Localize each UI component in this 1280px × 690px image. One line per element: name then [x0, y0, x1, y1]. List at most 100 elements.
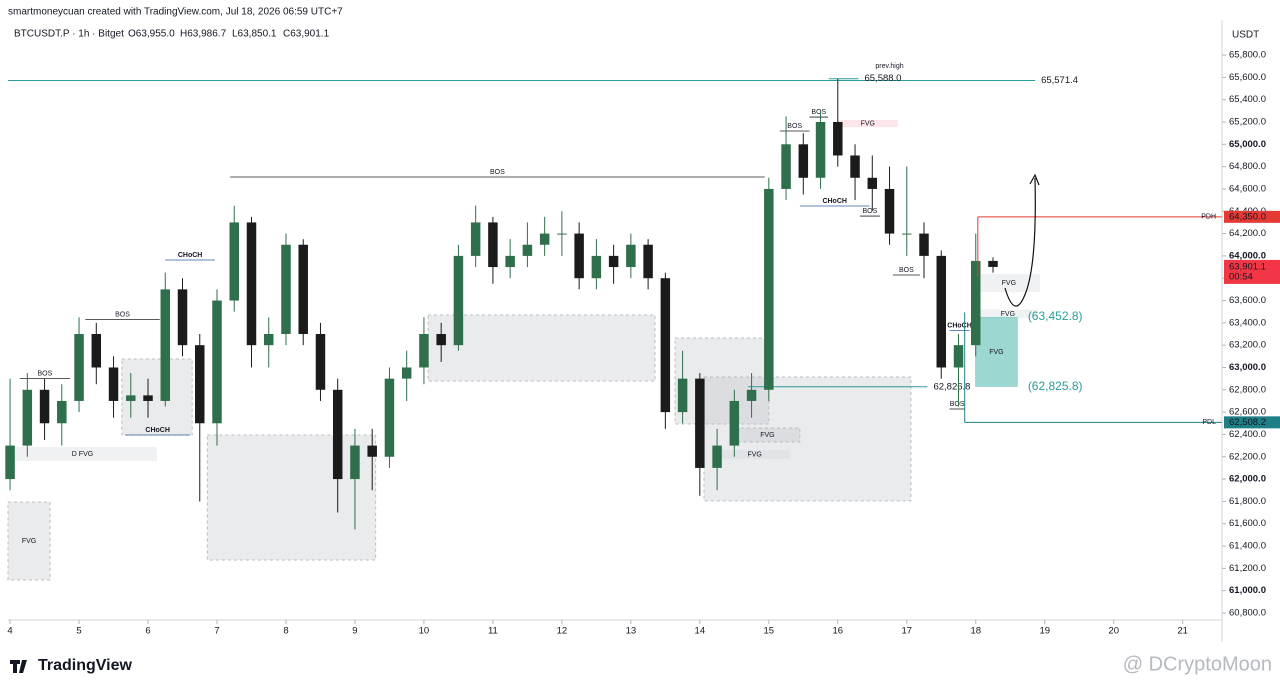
candle-body: [608, 255, 619, 268]
y-tick-label: 62,200.0: [1229, 451, 1266, 462]
fvg-zone: [121, 358, 193, 436]
candle-body: [833, 121, 843, 156]
y-tick-label: 65,000.0: [1229, 139, 1266, 150]
structure-label: BOS: [787, 123, 802, 130]
x-tick-label: 6: [145, 626, 150, 637]
candle-body: [5, 445, 15, 480]
high-label: H63,986.7: [180, 29, 227, 40]
candle-body: [195, 345, 205, 424]
y-tick-label: 62,400.0: [1229, 429, 1266, 440]
candle-body: [470, 222, 481, 256]
fvg-zone: [975, 316, 1018, 387]
candle-body: [332, 389, 343, 480]
candle-body: [505, 255, 515, 268]
fvg-zone: [206, 434, 377, 561]
fvg-zone: [674, 337, 770, 425]
candle-body: [539, 233, 550, 245]
candle-body: [953, 345, 964, 368]
x-tick-label: 4: [7, 626, 12, 637]
key-level-name: PDL: [1202, 419, 1216, 426]
zone-label: FVG: [1001, 311, 1015, 318]
candle-body: [160, 289, 171, 401]
level-label: 65,588.0: [864, 73, 901, 84]
x-tick-label: 10: [419, 626, 430, 637]
zone-bottom-label: (62,825.8): [1028, 379, 1083, 393]
key-level-tag-label: 62,508.2: [1229, 417, 1266, 428]
candle-body: [315, 334, 326, 390]
brand: TradingView: [38, 657, 133, 674]
zone-top-label: (63,452.8): [1028, 309, 1083, 323]
y-tick-label: 64,000.0: [1229, 250, 1266, 261]
candle-body: [367, 445, 377, 457]
x-tick-label: 17: [901, 626, 912, 637]
structure-label: CHoCH: [145, 427, 170, 434]
zone-label: FVG: [861, 120, 875, 127]
candle-body: [677, 378, 688, 413]
candle-body: [436, 334, 446, 346]
x-tick-label: 9: [352, 626, 357, 637]
y-tick-label: 62,800.0: [1229, 384, 1266, 395]
candle-body: [401, 367, 412, 379]
brand-logo: [10, 660, 27, 673]
y-tick-label: 61,600.0: [1229, 518, 1266, 529]
candle-body: [815, 121, 826, 178]
y-tick-label: 61,800.0: [1229, 496, 1266, 507]
candle-body: [263, 334, 274, 346]
candle-body: [695, 378, 705, 468]
structure-label: CHoCH: [822, 198, 847, 205]
y-tick-label: 61,200.0: [1229, 563, 1266, 574]
y-tick-label: 65,400.0: [1229, 94, 1266, 105]
y-tick-label: 63,400.0: [1229, 317, 1266, 328]
y-tick-label: 65,200.0: [1229, 117, 1266, 128]
candle-body: [781, 144, 791, 189]
candle-body: [57, 400, 67, 424]
fvg-zone: [837, 119, 898, 128]
structure-label: BOS: [38, 370, 53, 377]
candle-body: [177, 289, 188, 346]
x-tick-label: 7: [214, 626, 219, 637]
candle-body: [453, 255, 464, 346]
candle-body: [729, 400, 740, 446]
candle-body: [902, 233, 912, 235]
arrow-head: [1029, 173, 1040, 186]
structure-label: BOS: [899, 267, 914, 274]
x-tick-label: 16: [833, 626, 844, 637]
x-tick-label: 19: [1039, 626, 1050, 637]
projection-arrow: [1004, 177, 1036, 307]
structure-label: CHoCH: [178, 252, 203, 259]
structure-label: CHoCH: [947, 323, 972, 330]
x-tick-label: 12: [557, 626, 568, 637]
candle-body: [281, 244, 291, 335]
y-tick-label: 62,600.0: [1229, 407, 1266, 418]
zone-label: FVG: [1002, 280, 1016, 287]
x-tick-label: 15: [764, 626, 775, 637]
x-tick-label: 5: [76, 626, 81, 637]
candle-body: [971, 260, 981, 346]
key-level-name: PDH: [1201, 214, 1216, 221]
fvg-zone: [719, 450, 790, 459]
plot: FVG D FVG FVG FVG FVG FVG FVG FVG (63,452.8) (62,…: [5, 63, 1222, 581]
key-level-tag: [1224, 416, 1280, 429]
candle-body: [643, 244, 653, 279]
zone-label: FVG: [989, 349, 1003, 356]
low-label: L63,850.1: [232, 29, 277, 40]
countdown: 00:54: [1229, 271, 1253, 282]
fvg-zone: [7, 501, 51, 581]
annotation: prev.high: [875, 63, 903, 70]
candle-body: [298, 244, 308, 335]
candle-body: [591, 255, 602, 279]
candle-body: [764, 188, 774, 390]
y-tick-label: 64,800.0: [1229, 161, 1266, 172]
candle-body: [557, 233, 567, 235]
y-tick-label: 64,600.0: [1229, 183, 1266, 194]
x-tick-label: 13: [626, 626, 637, 637]
y-tick-label: 64,200.0: [1229, 228, 1266, 239]
candle-body: [91, 334, 102, 368]
last-price-label: 63,901.1: [1229, 261, 1266, 272]
candle-body: [384, 378, 395, 457]
symbol: BTCUSDT.P · 1h · Bitget: [14, 29, 124, 40]
candle-body: [143, 395, 153, 401]
y-tick-label: 63,000.0: [1229, 362, 1266, 373]
candle-body: [419, 334, 429, 368]
candle-body: [108, 367, 119, 401]
